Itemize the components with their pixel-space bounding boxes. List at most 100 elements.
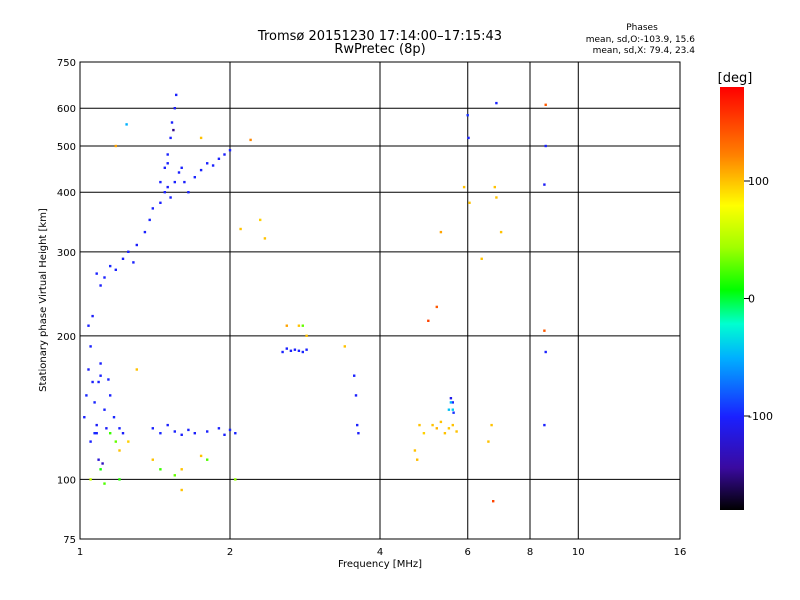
data-point	[439, 420, 443, 424]
data-point	[354, 394, 358, 397]
data-point	[297, 349, 301, 352]
data-point	[132, 261, 135, 264]
data-point	[543, 329, 546, 332]
data-point	[169, 136, 172, 140]
data-point	[177, 171, 181, 174]
colorbar-tick-label: -100	[748, 410, 773, 423]
y-tick-label: 75	[63, 535, 76, 546]
data-point	[135, 368, 138, 371]
data-point	[159, 468, 162, 471]
data-point	[544, 103, 547, 106]
data-point	[281, 350, 284, 354]
y-tick-label: 750	[57, 58, 76, 69]
data-point	[206, 430, 209, 433]
data-point	[544, 350, 547, 354]
data-point	[455, 430, 458, 433]
data-point	[180, 433, 183, 436]
data-point	[249, 138, 252, 142]
data-point	[217, 427, 221, 430]
data-point	[89, 345, 92, 348]
data-point	[285, 347, 288, 350]
data-point	[293, 348, 297, 351]
data-point	[301, 324, 304, 327]
data-point	[228, 428, 232, 432]
data-point	[87, 324, 90, 327]
data-point	[259, 218, 262, 222]
data-point	[170, 121, 174, 124]
data-point	[173, 474, 176, 477]
data-point	[95, 272, 98, 275]
data-point	[499, 230, 503, 234]
data-point	[173, 430, 176, 433]
data-point	[91, 380, 94, 384]
data-point	[172, 128, 175, 132]
data-point	[217, 157, 221, 160]
data-point	[166, 423, 169, 427]
data-point	[151, 458, 154, 461]
data-point	[492, 500, 495, 503]
data-point	[83, 416, 86, 419]
data-point	[199, 136, 203, 140]
data-point	[543, 423, 546, 427]
data-point	[175, 93, 178, 97]
data-point	[493, 185, 496, 189]
y-tick-labels: 75 100 200 300 400 500 600 750	[57, 58, 76, 546]
data-point	[166, 162, 169, 165]
data-point	[99, 284, 102, 287]
data-point	[148, 218, 151, 222]
data-point	[118, 427, 121, 430]
data-point	[93, 401, 96, 404]
data-point	[93, 432, 96, 435]
data-point	[439, 230, 443, 234]
data-point	[305, 334, 308, 337]
data-point	[173, 107, 176, 110]
data-point	[490, 423, 493, 427]
data-point	[159, 432, 162, 435]
data-point	[107, 378, 110, 381]
data-point	[99, 468, 102, 471]
data-point	[193, 176, 196, 179]
data-point	[449, 397, 453, 400]
grid-lines	[80, 62, 680, 539]
data-point	[125, 123, 128, 126]
data-point	[166, 153, 169, 156]
data-point	[199, 168, 203, 172]
data-point	[234, 432, 237, 435]
data-point	[143, 230, 147, 234]
data-point	[234, 478, 237, 481]
data-points	[83, 93, 547, 503]
data-point	[239, 227, 242, 231]
data-point	[206, 162, 209, 165]
y-tick-label: 200	[57, 332, 76, 343]
data-point	[163, 166, 166, 169]
data-point	[263, 237, 267, 240]
data-point	[118, 478, 121, 481]
data-point	[97, 380, 100, 384]
data-point	[301, 350, 304, 354]
x-tick-label: 16	[674, 547, 687, 558]
data-point	[97, 458, 100, 461]
data-point	[166, 185, 169, 189]
data-point	[206, 458, 209, 461]
data-point	[121, 257, 125, 260]
data-point	[151, 427, 154, 430]
chart-subtitle: RwPretec (8p)	[334, 42, 425, 57]
data-point	[449, 401, 453, 404]
data-point	[180, 488, 183, 492]
data-point	[118, 449, 121, 452]
data-point	[435, 427, 438, 430]
data-point	[159, 201, 162, 204]
x-axis-label: Frequency [MHz]	[338, 559, 422, 570]
data-point	[180, 166, 183, 169]
data-point	[114, 144, 117, 148]
data-point	[89, 440, 92, 443]
data-point	[135, 243, 138, 247]
data-point	[95, 423, 98, 427]
data-point	[228, 149, 232, 152]
data-point	[187, 191, 190, 194]
x-tick-labels: 1 2 4 6 8 10 16	[77, 547, 687, 558]
plot-area: 1 2 4 6 8 10 16 75 100 200 300 400 500 600 750	[57, 58, 686, 558]
data-point	[451, 401, 454, 404]
data-point	[487, 440, 490, 443]
data-point	[422, 432, 426, 435]
